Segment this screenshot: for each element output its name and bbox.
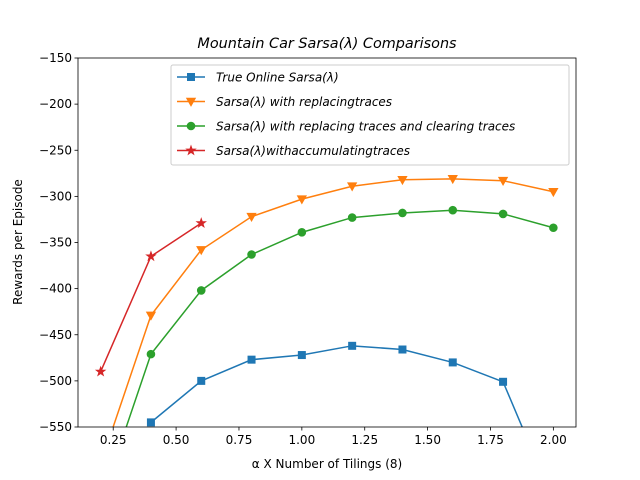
y-tick-label: −300	[39, 189, 72, 203]
marker	[447, 175, 458, 185]
marker	[196, 286, 206, 295]
x-tick-label: 1.50	[414, 433, 441, 447]
legend-label: True Online Sarsa(λ)	[216, 71, 339, 85]
marker	[548, 187, 559, 198]
marker	[185, 144, 197, 156]
marker	[185, 97, 197, 107]
marker	[94, 365, 107, 377]
marker	[297, 351, 306, 360]
series-line	[125, 209, 554, 427]
chart-title: Mountain Car Sarsa(λ) Comparisons	[197, 36, 457, 52]
marker	[497, 176, 509, 187]
x-axis-label: α X Number of Tilings (8)	[252, 457, 402, 471]
marker	[498, 209, 508, 219]
x-tick-label: 0.50	[163, 433, 190, 447]
x-tick-label: 1.75	[477, 433, 504, 447]
series-line	[112, 178, 554, 427]
y-tick-label: −150	[39, 51, 72, 65]
y-tick-label: −550	[39, 420, 72, 434]
marker	[247, 355, 256, 364]
x-tick-label: 1.00	[288, 433, 315, 447]
marker	[196, 246, 207, 256]
legend: True Online Sarsa(λ) Sarsa(λ) with replac…	[170, 64, 570, 166]
marker	[348, 341, 357, 350]
marker	[397, 175, 408, 186]
marker	[145, 250, 157, 262]
marker	[195, 217, 207, 229]
marker	[398, 345, 407, 354]
legend-box	[170, 64, 570, 166]
marker	[448, 358, 457, 367]
plot-area	[94, 175, 559, 427]
marker	[187, 73, 195, 81]
marker	[246, 212, 257, 222]
x-tick-label: 1.25	[351, 433, 378, 447]
y-tick-label: −400	[39, 282, 72, 296]
marker	[346, 182, 358, 192]
marker	[398, 208, 407, 218]
legend-label: Sarsa(λ) with replacingtraces	[216, 95, 392, 109]
y-tick-label: −500	[39, 374, 72, 388]
marker	[296, 195, 308, 205]
marker	[186, 121, 196, 131]
marker	[145, 311, 157, 321]
x-tick-label: 2.00	[540, 433, 567, 447]
marker	[146, 418, 155, 427]
marker	[549, 223, 558, 233]
marker	[448, 205, 458, 215]
y-axis-label: Rewards per Episode	[11, 179, 25, 305]
marker	[197, 376, 206, 385]
y-tick-label: −450	[39, 328, 72, 342]
y-tick-label: −350	[39, 236, 72, 250]
marker	[146, 349, 156, 359]
x-tick-label: 0.75	[226, 433, 253, 447]
marker	[499, 377, 508, 386]
legend-label: Sarsa(λ)withaccumulatingtraces	[216, 144, 410, 158]
y-tick-label: −200	[39, 97, 72, 111]
y-tick-label: −250	[39, 143, 72, 157]
marker	[297, 228, 307, 237]
x-tick-label: 0.25	[100, 433, 127, 447]
marker	[347, 213, 357, 222]
legend-label: Sarsa(λ) with replacing traces and clear…	[216, 120, 515, 134]
marker	[247, 250, 256, 259]
